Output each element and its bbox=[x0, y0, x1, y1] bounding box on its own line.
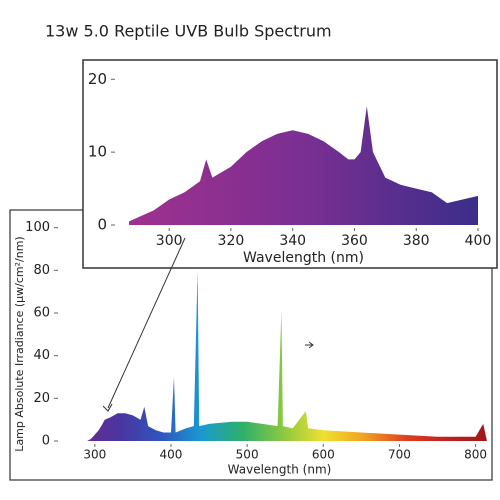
x-tick-label: 340 bbox=[279, 233, 306, 249]
x-tick-label: 400 bbox=[160, 448, 183, 462]
inset-chart: 0 10 20 300 320 340 360 380 400 Wavelength (nm) bbox=[88, 70, 491, 266]
zoom-arrow-head bbox=[102, 403, 113, 412]
y-tick-label: 0 bbox=[97, 216, 107, 234]
x-tick-label: 700 bbox=[388, 448, 411, 462]
zoom-arrow bbox=[107, 237, 186, 409]
y-tick-label: 40 bbox=[33, 348, 50, 363]
x-axis-label: Wavelength (nm) bbox=[228, 463, 332, 477]
x-tick-label: 300 bbox=[156, 233, 183, 249]
main-chart: 0 20 40 60 80 100 300 400 500 600 700 800 Wavelength… bbox=[13, 220, 487, 476]
y-tick-label: 80 bbox=[33, 263, 50, 278]
spectrum-area bbox=[129, 106, 478, 225]
cursor-arrow bbox=[305, 341, 314, 349]
x-tick-label: 380 bbox=[403, 233, 430, 249]
x-tick-label: 320 bbox=[218, 233, 245, 249]
y-tick-label: 60 bbox=[33, 306, 50, 321]
y-tick-label: 20 bbox=[88, 70, 107, 88]
page-title: 13w 5.0 Reptile UVB Bulb Spectrum bbox=[45, 22, 332, 41]
y-tick-label: 0 bbox=[42, 434, 50, 449]
x-axis-label: Wavelength (nm) bbox=[243, 250, 364, 266]
x-tick-label: 300 bbox=[83, 448, 106, 462]
x-tick-label: 600 bbox=[312, 448, 335, 462]
y-tick-label: 100 bbox=[25, 220, 50, 235]
x-tick-label: 500 bbox=[236, 448, 259, 462]
y-tick-label: 10 bbox=[88, 143, 107, 161]
y-tick-label: 20 bbox=[33, 391, 50, 406]
x-tick-label: 800 bbox=[464, 448, 487, 462]
y-axis-label: Lamp Absolute Irradiance (µw/cm²/nm) bbox=[13, 236, 26, 451]
x-tick-label: 360 bbox=[341, 233, 368, 249]
spectrum-area bbox=[79, 270, 487, 441]
x-tick-label: 400 bbox=[465, 233, 492, 249]
